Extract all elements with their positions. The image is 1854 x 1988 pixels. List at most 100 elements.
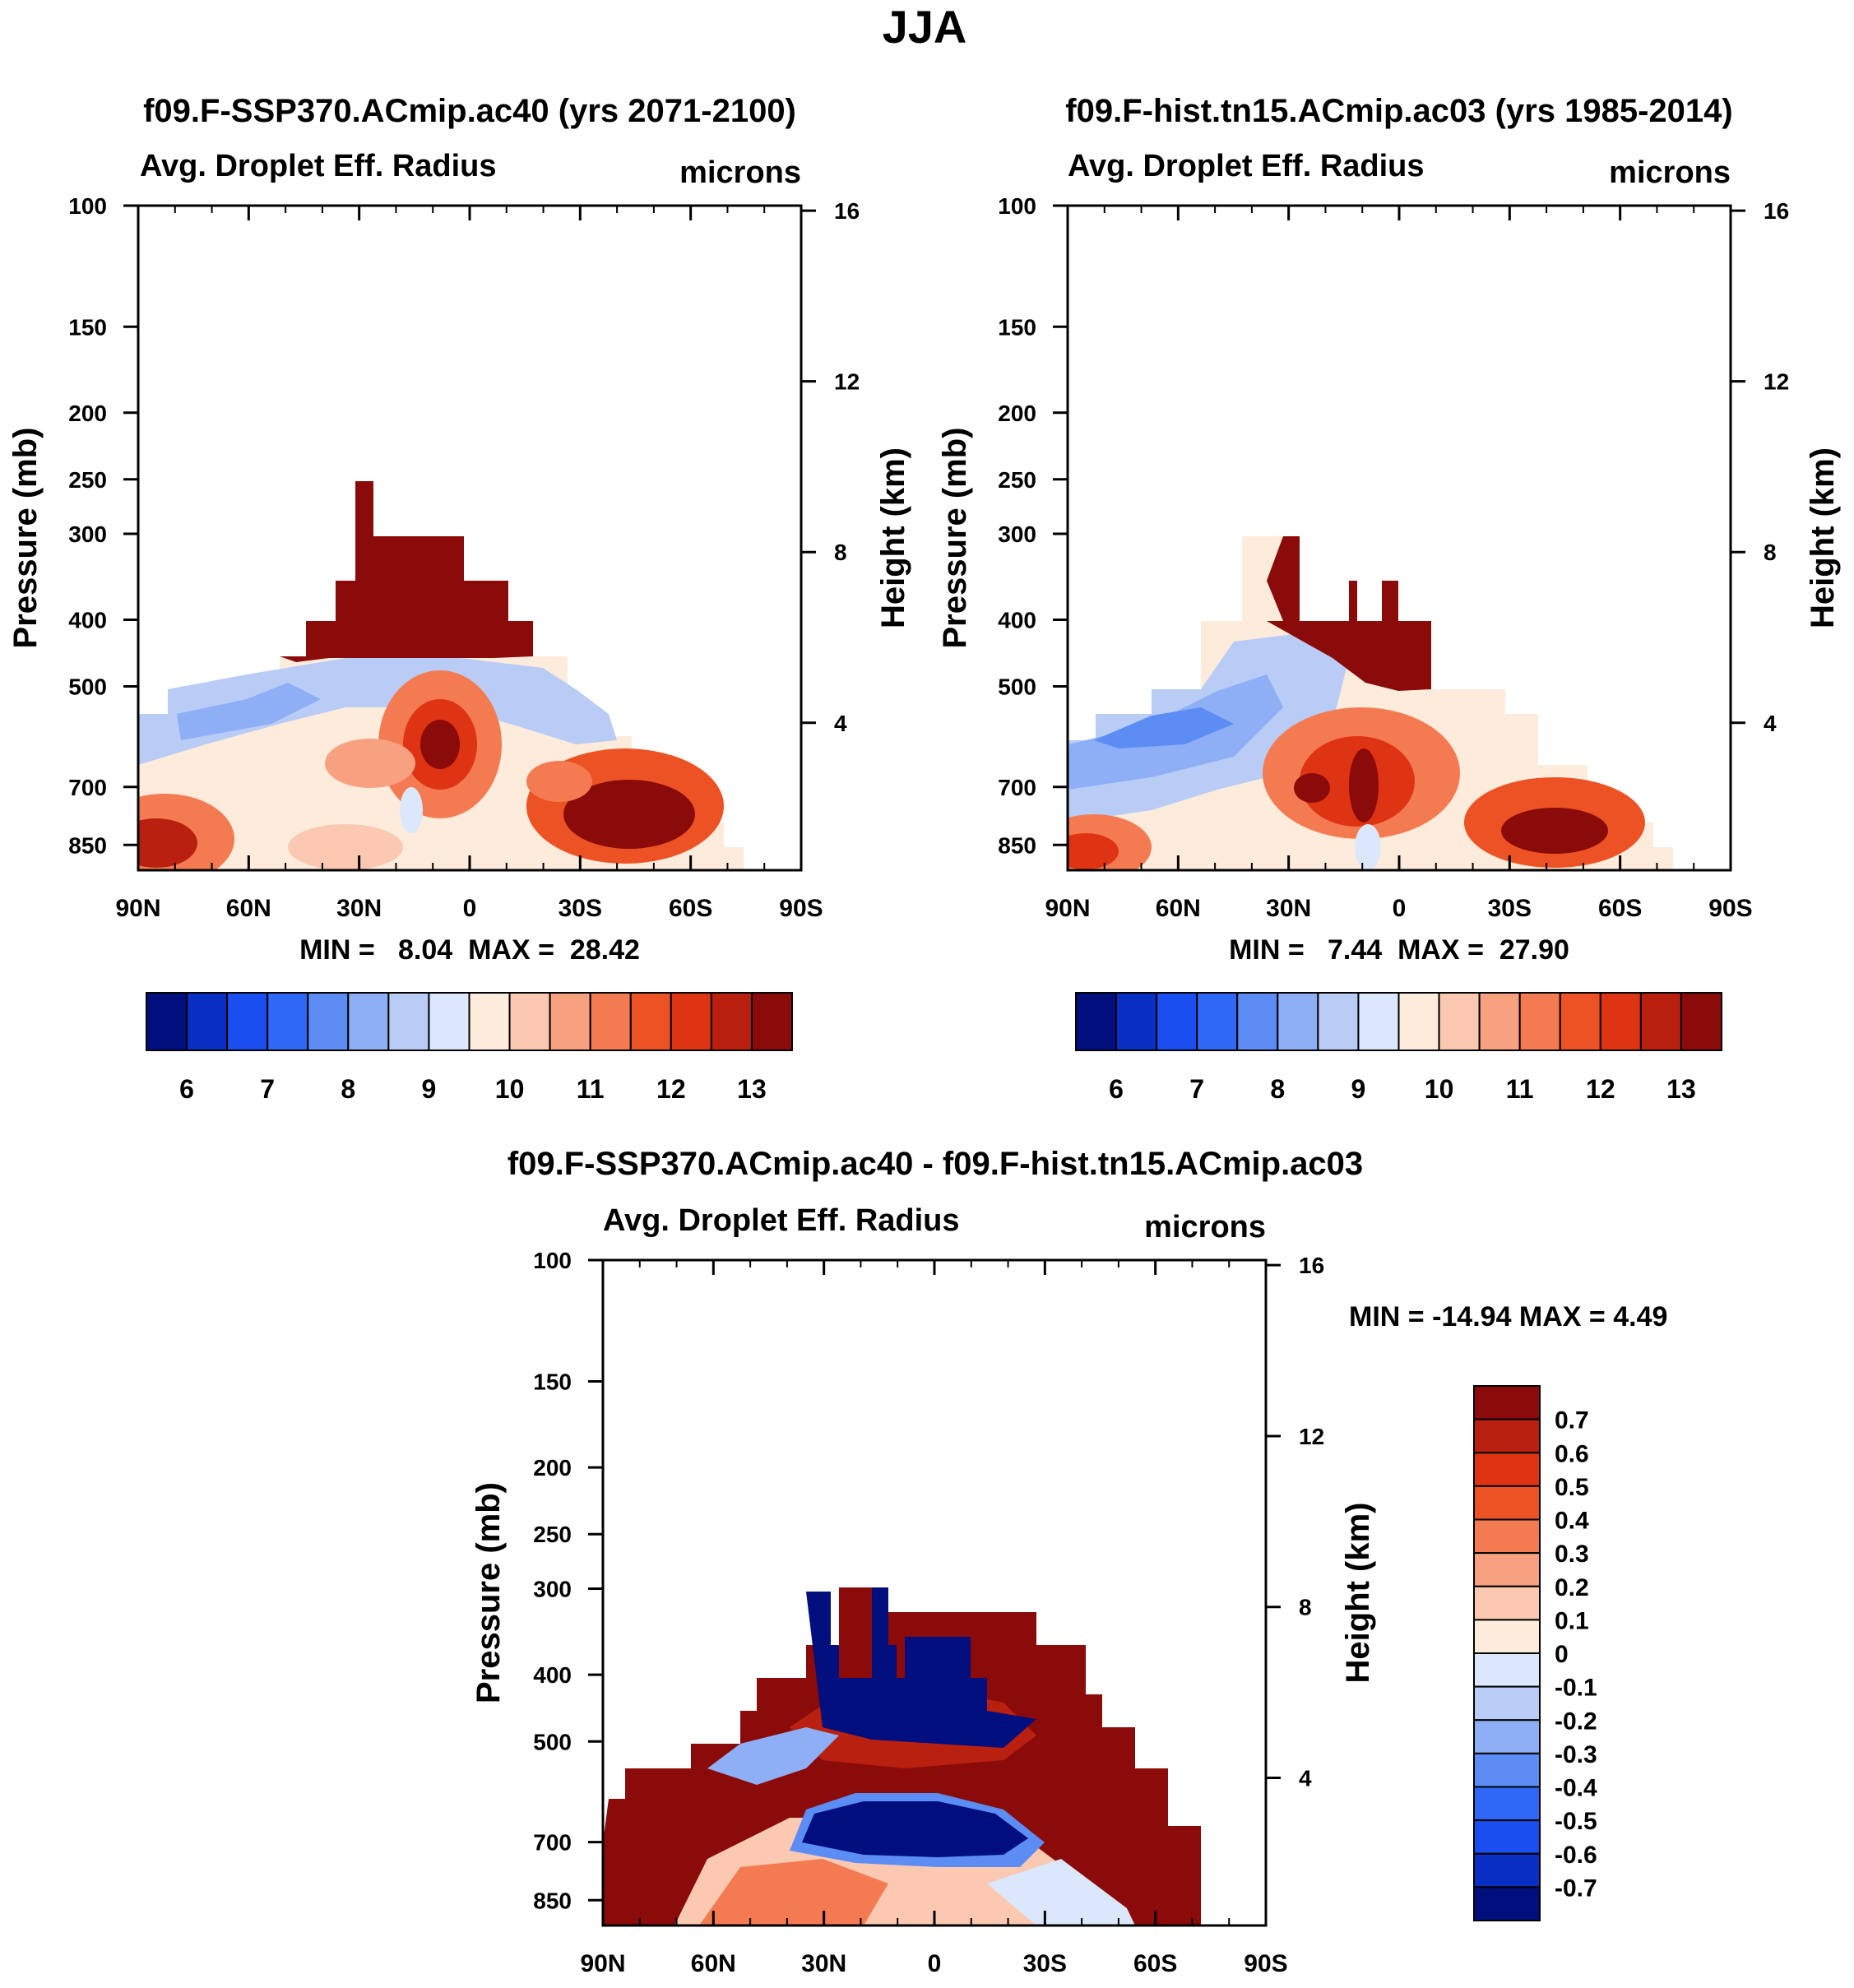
panel-2-colorbar-box <box>1680 992 1722 1051</box>
panel-2-y-tick-label: 700 <box>998 775 1036 800</box>
panel-1-sh-blob <box>563 780 695 849</box>
panel-3-colorbar-label: 0.2 <box>1555 1574 1589 1601</box>
panel-1-variable-label: Avg. Droplet Eff. Radius <box>140 149 497 183</box>
panel-1-colorbar-box <box>710 992 753 1051</box>
panel-2-y-tick-label: 400 <box>998 608 1036 633</box>
panel-3-colorbar-label: -0.6 <box>1555 1842 1597 1869</box>
panel-3-colorbar-box <box>1473 1619 1541 1654</box>
panel-1-colorbar-box <box>387 992 430 1051</box>
panel-1-y-tick-label: 100 <box>68 193 107 219</box>
panel-3-orange-lobe <box>699 1859 888 1925</box>
panel-1-colorbar-box <box>347 992 390 1051</box>
panel-3-y-right-tick-label: 4 <box>1299 1766 1312 1791</box>
panel-2-x-tick-label: 60N <box>1156 895 1201 922</box>
panel-2-y-right-tick-label: 8 <box>1764 540 1777 565</box>
panel-1-colorbar-box <box>670 992 712 1051</box>
panel-3-x-tick-label: 30N <box>801 1950 846 1977</box>
panel-1-colorbar-box <box>750 992 793 1051</box>
panel-3-colorbar-box <box>1473 1719 1541 1754</box>
panel-3-colorbar-box <box>1473 1886 1541 1921</box>
panel-2-colorbar-label: 12 <box>1586 1074 1615 1104</box>
panel-3-colorbar-label: -0.3 <box>1555 1741 1597 1768</box>
panel-2-field <box>1068 536 1673 870</box>
panel-1-y-right-tick-label: 4 <box>834 711 847 736</box>
panel-1-y-tick-label: 300 <box>68 521 107 547</box>
panel-2-colorbar-box <box>1075 992 1118 1051</box>
panel-3-colorbar-label: -0.4 <box>1555 1775 1597 1802</box>
panel-1-upper-blue <box>138 658 617 765</box>
panel-1-colorbar-box <box>186 992 229 1051</box>
panel-3-colorbar-box <box>1473 1552 1541 1587</box>
panel-2-left-core <box>1294 773 1330 803</box>
panel-3-colorbar-label: 0.6 <box>1555 1440 1589 1467</box>
panel-2-x-tick-label: 30S <box>1488 895 1532 922</box>
panel-2-colorbar-label: 7 <box>1189 1074 1204 1104</box>
panel-3-colorbar-box <box>1473 1752 1541 1788</box>
panel-1-colorbar-label: 8 <box>341 1074 355 1104</box>
panel-2-y-tick-label: 500 <box>998 674 1036 700</box>
panel-3-y-tick-label: 100 <box>533 1248 572 1273</box>
panel-1-center-blob-core <box>420 720 460 769</box>
panel-1-colorbar-label: 10 <box>495 1074 525 1104</box>
panel-3-variable-label: Avg. Droplet Eff. Radius <box>603 1203 960 1238</box>
panel-2-variable-label: Avg. Droplet Eff. Radius <box>1068 149 1425 183</box>
panel-2-colorbar-box <box>1196 992 1239 1051</box>
panel-3-y-tick-label: 150 <box>533 1369 572 1394</box>
panel-1-colorbar-box <box>589 992 632 1051</box>
panel-3-bottom-blue <box>987 1859 1135 1925</box>
panel-1-y-tick-label: 400 <box>68 608 107 633</box>
panel-2-y-tick-label: 100 <box>998 193 1036 219</box>
panel-2-y-tick-label: 250 <box>998 467 1036 493</box>
panel-3-colorbar-label: 0.5 <box>1555 1474 1589 1501</box>
panel-3-y-tick-label: 300 <box>533 1577 572 1602</box>
panel-2-y-right-tick-label: 4 <box>1764 711 1777 736</box>
panel-3-y-tick-label: 850 <box>533 1888 572 1913</box>
panel-3-colorbar-box <box>1473 1786 1541 1822</box>
panel-1-y-right-tick-label: 8 <box>834 540 847 565</box>
panel-1-colorbar-box <box>226 992 269 1051</box>
panel-3-colorbar-label: -0.5 <box>1555 1808 1597 1835</box>
panel-1-colorbar-label: 11 <box>577 1074 605 1104</box>
panel-2-dark-red-cap <box>1267 536 1431 691</box>
panel-1-stats: MIN = 8.04 MAX = 28.42 <box>299 934 640 966</box>
panel-2-nh-blue-inner <box>1094 707 1234 748</box>
panel-1-y-tick-label: 850 <box>68 832 107 858</box>
panel-3-colorbar-box <box>1473 1452 1541 1487</box>
panel-1-y-tick-label: 150 <box>68 314 107 340</box>
panel-2-sh-blob <box>1501 808 1608 854</box>
panel-3-units-label: microns <box>1144 1210 1266 1244</box>
panel-2-colorbar-label: 10 <box>1425 1074 1454 1104</box>
panel-3-colorbar-label: 0 <box>1555 1641 1569 1668</box>
panel-2-y-tick-label: 300 <box>998 521 1036 547</box>
panel-2-colorbar-label: 9 <box>1351 1074 1366 1104</box>
panel-3-ylabel-right: Height (km) <box>1340 1503 1376 1684</box>
panel-3-main-blue <box>802 1801 1028 1857</box>
panel-1-field <box>138 481 744 870</box>
panel-1-sfc-mid <box>288 824 403 870</box>
panel-1-sh-blob-halo <box>526 761 592 802</box>
panel-2-y-tick-label: 200 <box>998 401 1036 426</box>
panel-3-y-tick-label: 400 <box>533 1662 572 1688</box>
panel-1-y-tick-label: 200 <box>68 401 107 426</box>
panel-1-units-label: microns <box>679 155 801 190</box>
panel-1-y-tick-label: 250 <box>68 467 107 493</box>
panel-3-top-blue-cap <box>806 1587 1036 1748</box>
panel-3-colorbar-box <box>1473 1852 1541 1888</box>
panel-2-colorbar-box <box>1317 992 1360 1051</box>
panel-2-colorbar-box <box>1277 992 1319 1051</box>
panel-1-blue-dark <box>177 683 321 740</box>
panel-1-colorbar-label: 6 <box>179 1074 194 1104</box>
panel-3-x-tick-label: 30S <box>1023 1950 1067 1977</box>
panel-2-colorbar-box <box>1115 992 1158 1051</box>
generated-axes: 90N 60N 30N 0 30S 60S 90S100150200250300400500… <box>7 193 1841 1977</box>
panel-1-colorbar-box <box>549 992 591 1051</box>
panel-3-colorbar-label: -0.7 <box>1555 1874 1597 1902</box>
panel-3-stats: MIN = -14.94 MAX = 4.49 <box>1349 1301 1667 1332</box>
panel-3-colorbar-box <box>1473 1652 1541 1688</box>
panel-3-ylabel: Pressure (mb) <box>470 1482 507 1703</box>
panel-3-colorbar-box <box>1473 1819 1541 1855</box>
panel-1-left-mid-blob <box>325 739 415 788</box>
panel-3-colorbar-box <box>1473 1585 1541 1621</box>
panel-2-center-blob-core <box>1349 748 1379 823</box>
